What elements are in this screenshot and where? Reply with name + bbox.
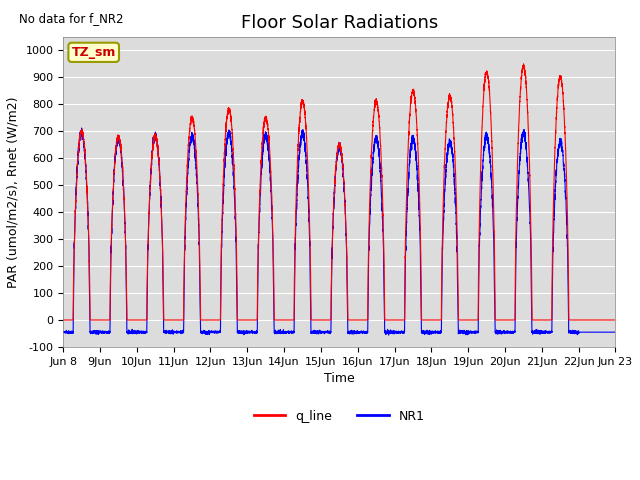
Text: TZ_sm: TZ_sm (72, 46, 116, 59)
q_line (479, 116, 486, 121)
q_line (589, 317, 596, 323)
q_line (60, 317, 67, 323)
NR1 (78, 125, 86, 131)
NR1 (479, 165, 486, 170)
q_line (582, 317, 589, 323)
Y-axis label: PAR (umol/m2/s), Rnet (W/m2): PAR (umol/m2/s), Rnet (W/m2) (7, 96, 20, 288)
Title: Floor Solar Radiations: Floor Solar Radiations (241, 14, 438, 32)
q_line (247, 317, 255, 323)
NR1 (385, 332, 392, 338)
NR1 (463, 331, 471, 337)
NR1 (60, 329, 67, 335)
q_line (612, 317, 620, 323)
NR1 (589, 329, 596, 335)
X-axis label: Time: Time (324, 372, 355, 385)
NR1 (582, 329, 589, 335)
NR1 (247, 329, 255, 335)
Line: q_line: q_line (63, 64, 616, 320)
q_line (520, 61, 527, 67)
NR1 (321, 328, 328, 334)
q_line (321, 317, 328, 323)
Legend: q_line, NR1: q_line, NR1 (249, 405, 429, 428)
q_line (463, 317, 471, 323)
Line: NR1: NR1 (63, 128, 616, 335)
NR1 (612, 329, 620, 335)
Text: No data for f_NR2: No data for f_NR2 (19, 12, 124, 24)
